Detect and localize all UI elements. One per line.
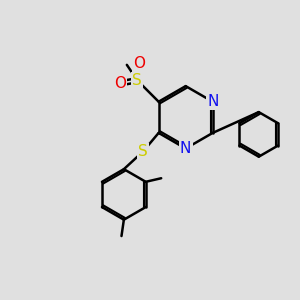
Text: S: S — [138, 144, 148, 159]
Text: O: O — [114, 76, 126, 91]
Text: O: O — [134, 56, 146, 70]
Text: S: S — [132, 73, 142, 88]
Text: N: N — [180, 141, 191, 156]
Text: N: N — [207, 94, 218, 109]
